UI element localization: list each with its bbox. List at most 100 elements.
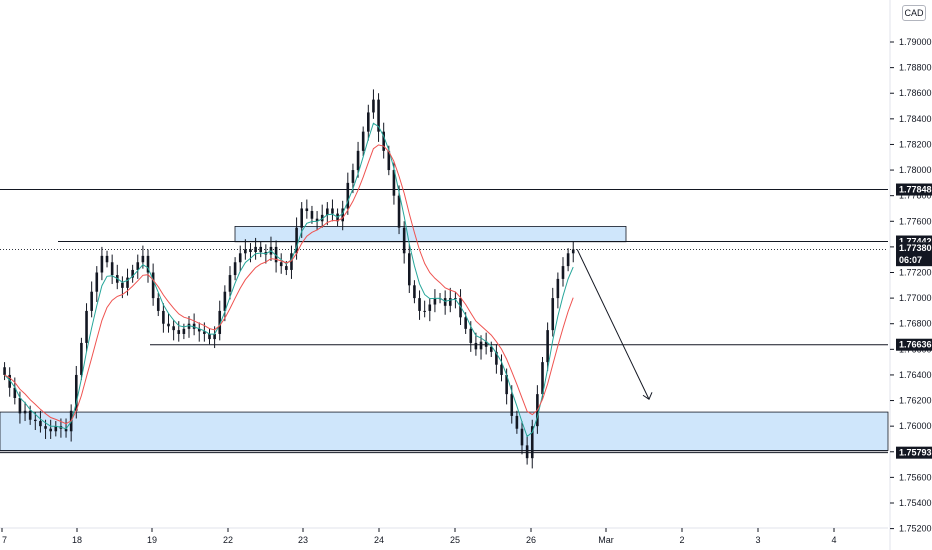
x-tick-label: Mar xyxy=(598,535,614,545)
currency-label: CAD xyxy=(904,8,924,18)
candle-body xyxy=(223,291,227,311)
candle-body xyxy=(423,310,426,312)
candle-body xyxy=(8,374,11,388)
x-tick-label: 24 xyxy=(374,535,384,545)
y-tick-label: 1.75400 xyxy=(899,498,932,508)
candle-body xyxy=(23,410,27,414)
candle-body xyxy=(433,298,437,305)
candle-body xyxy=(300,208,304,228)
candle-body xyxy=(228,275,232,292)
x-tick-label: 3 xyxy=(755,535,760,545)
candle-body xyxy=(443,298,447,306)
y-tick-label: 1.76400 xyxy=(899,370,932,380)
candle-body xyxy=(151,272,155,299)
candle-body xyxy=(54,426,58,432)
candle-body xyxy=(305,208,309,212)
y-tick-label: 1.78400 xyxy=(899,114,932,124)
candle-body xyxy=(459,298,462,318)
x-tick-label: 4 xyxy=(831,535,836,545)
candle-body xyxy=(126,277,129,288)
projection-arrow xyxy=(576,249,650,400)
candle-body xyxy=(387,150,391,171)
candle-body xyxy=(484,341,488,347)
candle-body xyxy=(515,415,519,429)
current-price-tag: 1.77380 xyxy=(899,243,932,253)
ema-slow-line xyxy=(4,144,574,425)
candle-body xyxy=(80,342,83,375)
candle-body xyxy=(259,246,263,253)
candle-body xyxy=(244,249,247,254)
candle-body xyxy=(49,428,52,432)
candle-body xyxy=(489,346,493,352)
candle-body xyxy=(510,394,514,416)
candle-body xyxy=(541,362,544,395)
x-tick-label: 19 xyxy=(147,535,157,545)
candle-body xyxy=(566,253,570,267)
candle-body xyxy=(187,323,191,329)
candle-body xyxy=(156,298,160,311)
candle-body xyxy=(331,208,334,214)
candle-body xyxy=(167,323,170,327)
candle-body xyxy=(172,326,175,331)
candle-body xyxy=(454,298,457,300)
x-tick-label: 18 xyxy=(72,535,82,545)
candle-body xyxy=(44,426,47,429)
candle-body xyxy=(351,170,355,183)
price-axis: 1.752001.754001.756001.758001.760001.762… xyxy=(889,0,932,550)
projection-arrowhead xyxy=(642,392,653,401)
candle-body xyxy=(105,255,109,263)
candle-body xyxy=(402,227,406,254)
candle-body xyxy=(121,282,124,288)
currency-badge[interactable]: CAD xyxy=(902,5,926,21)
candle-body xyxy=(28,410,32,420)
level-price-tag-bg xyxy=(896,338,932,351)
candle-body xyxy=(356,150,360,171)
candle-body xyxy=(448,298,452,306)
candle-body xyxy=(520,428,524,446)
x-tick-label: 26 xyxy=(526,535,536,545)
resistance-zone xyxy=(234,226,627,243)
candle-body xyxy=(392,170,396,196)
candle-body xyxy=(382,131,385,151)
candle-body xyxy=(341,208,344,222)
candle-body xyxy=(372,99,375,113)
y-tick-label: 1.79000 xyxy=(899,37,932,47)
y-tick-label: 1.77800 xyxy=(899,191,932,201)
zones-layer xyxy=(0,226,889,451)
candle-body xyxy=(74,374,78,411)
level-price-tag-bg xyxy=(896,446,932,459)
candle-body xyxy=(464,317,467,329)
x-tick-label: 22 xyxy=(223,535,233,545)
level-price-tag: 1.75793 xyxy=(899,448,932,458)
candle-body xyxy=(182,328,186,334)
candle-body xyxy=(110,262,114,276)
y-tick-label: 1.77200 xyxy=(899,268,932,278)
y-tick-label: 1.76200 xyxy=(899,396,932,406)
candle-body xyxy=(571,249,575,254)
level-price-tag-bg xyxy=(896,183,932,196)
candle-body xyxy=(546,330,549,363)
y-tick-label: 1.76000 xyxy=(899,421,932,431)
candle-body xyxy=(34,419,37,422)
ema-layer xyxy=(4,122,574,438)
candle-body xyxy=(141,255,145,263)
candle-body xyxy=(315,218,319,222)
level-price-tag: 1.77848 xyxy=(899,185,932,195)
candle-body xyxy=(177,330,181,334)
candle-body xyxy=(90,291,93,311)
candle-body xyxy=(218,310,222,334)
ema-fast-line xyxy=(4,122,574,438)
candle-body xyxy=(290,253,293,270)
candle-body xyxy=(377,99,380,132)
candle-body xyxy=(413,285,416,299)
candle-body xyxy=(346,182,350,209)
y-tick-label: 1.78000 xyxy=(899,165,932,175)
candle-body xyxy=(556,278,560,299)
x-tick-label: 23 xyxy=(298,535,308,545)
candle-body xyxy=(136,262,140,270)
candle-body xyxy=(310,211,314,219)
candle-body xyxy=(3,367,6,375)
x-tick-label: 25 xyxy=(450,535,460,545)
candle-body xyxy=(495,351,498,365)
